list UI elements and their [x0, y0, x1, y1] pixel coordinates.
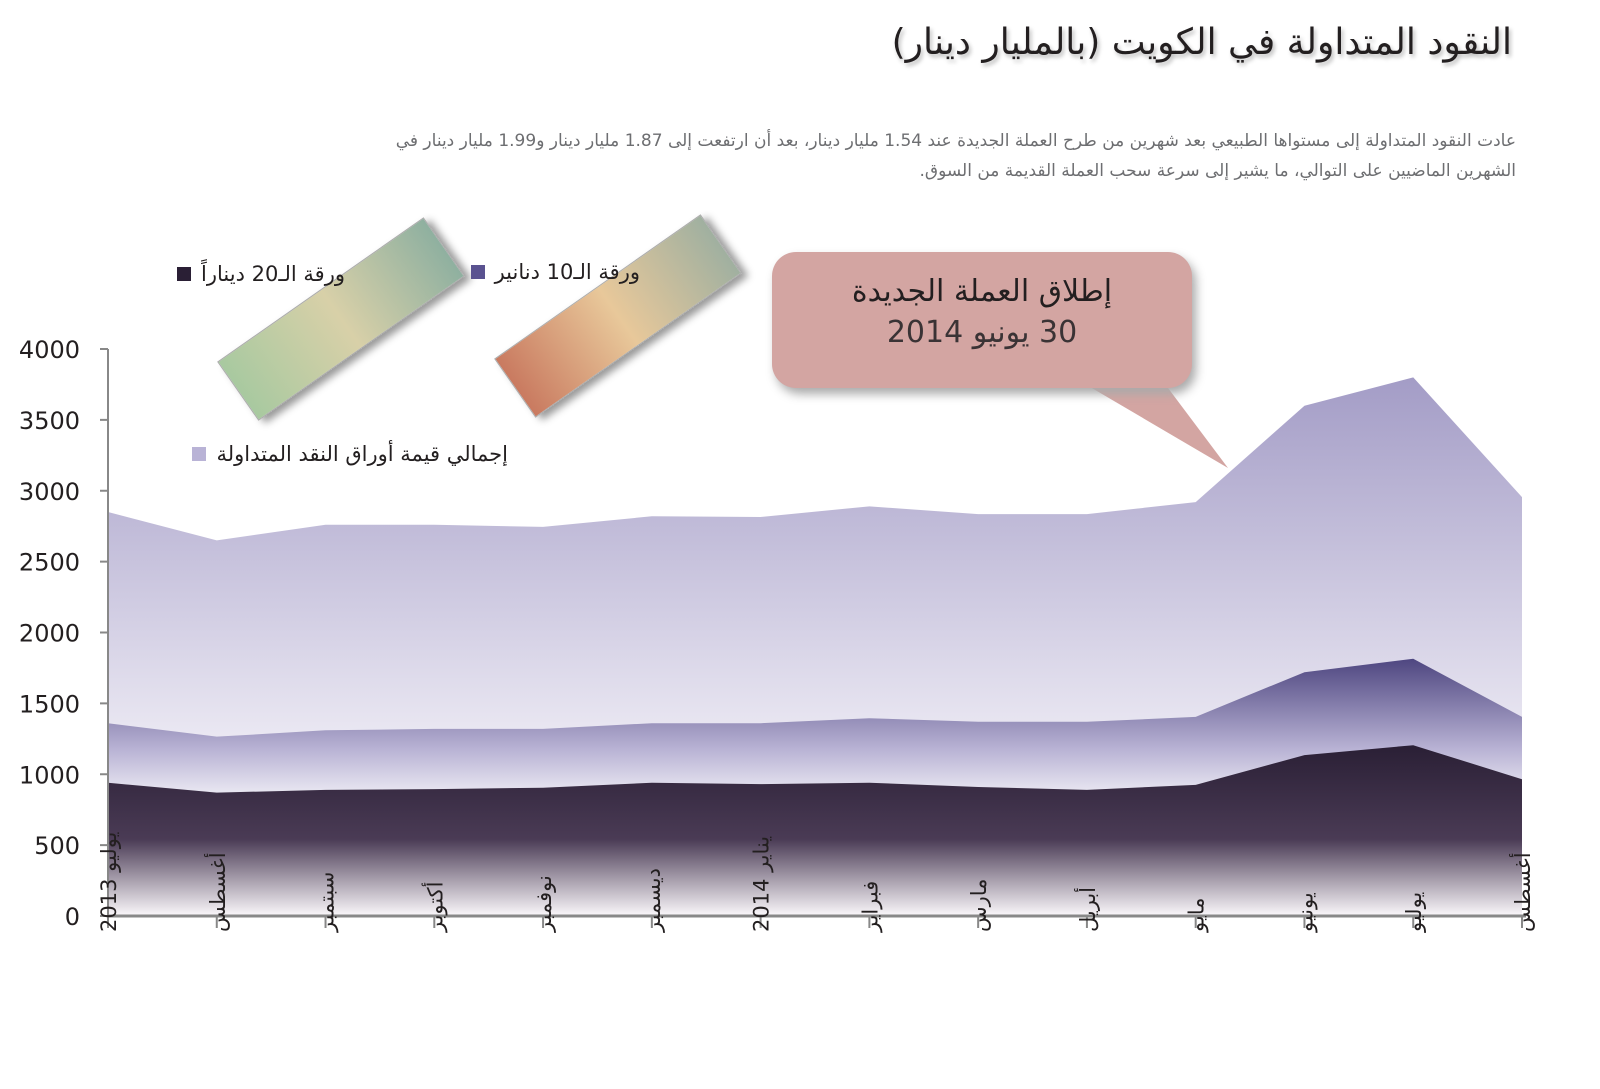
y-tick-label: 3000 [19, 478, 80, 506]
y-tick-label: 4000 [19, 336, 80, 364]
y-tick-label: 1000 [19, 761, 80, 789]
x-tick-label: نوفمبر [532, 875, 556, 933]
legend-total-label: إجمالي قيمة أوراق النقد المتداولة [216, 442, 508, 466]
callout-line2: 30 يونيو 2014 [886, 315, 1078, 350]
chart-subtitle: عادت النقود المتداولة إلى مستواها الطبيع… [395, 131, 1516, 181]
y-tick-label: 0 [65, 903, 80, 931]
chart-title: النقود المتداولة في الكويت (بالمليار دين… [891, 22, 1512, 63]
x-tick-label: مايو [1185, 898, 1209, 933]
x-tick-label: ديسمبر [641, 868, 665, 933]
x-tick-label: أبريل [1074, 887, 1100, 932]
x-tick-label: يونيو [1293, 892, 1317, 933]
legend-ten-swatch [470, 265, 485, 279]
callout-line1: إطلاق العملة الجديدة [851, 274, 1113, 309]
x-tick-label: أغسطس [204, 852, 230, 932]
x-tick-label: يناير 2014 [750, 836, 774, 932]
legend-twenty-swatch [177, 267, 192, 281]
x-tick-label: سبتمبر [315, 872, 339, 933]
legend-ten: ورقة الـ10 دنانير [470, 260, 640, 284]
y-tick-label: 500 [34, 832, 80, 860]
legend-total-swatch [192, 447, 207, 461]
x-tick-label: أغسطس [1509, 852, 1535, 932]
x-tick-label: أكتوبر [421, 882, 447, 933]
callout-pointer [1085, 384, 1228, 468]
area-twenty-dinar [108, 745, 1522, 916]
legend-twenty-label: ورقة الـ20 ديناراً [201, 262, 345, 286]
x-tick-label: فبراير [858, 881, 882, 933]
launch-callout: إطلاق العملة الجديدة 30 يونيو 2014 [772, 252, 1192, 388]
x-tick-label: يوليو [1402, 892, 1426, 933]
legend-total: إجمالي قيمة أوراق النقد المتداولة [192, 442, 508, 466]
y-tick-label: 1500 [19, 690, 80, 718]
y-tick-label: 3500 [19, 407, 80, 435]
x-tick-label: مارس [967, 879, 991, 932]
x-tick-label: يوليو 2013 [97, 831, 121, 932]
y-tick-label: 2500 [19, 549, 80, 577]
legend-ten-label: ورقة الـ10 دنانير [494, 260, 640, 284]
legend-twenty: ورقة الـ20 ديناراً [177, 262, 345, 286]
y-tick-label: 2000 [19, 620, 80, 648]
